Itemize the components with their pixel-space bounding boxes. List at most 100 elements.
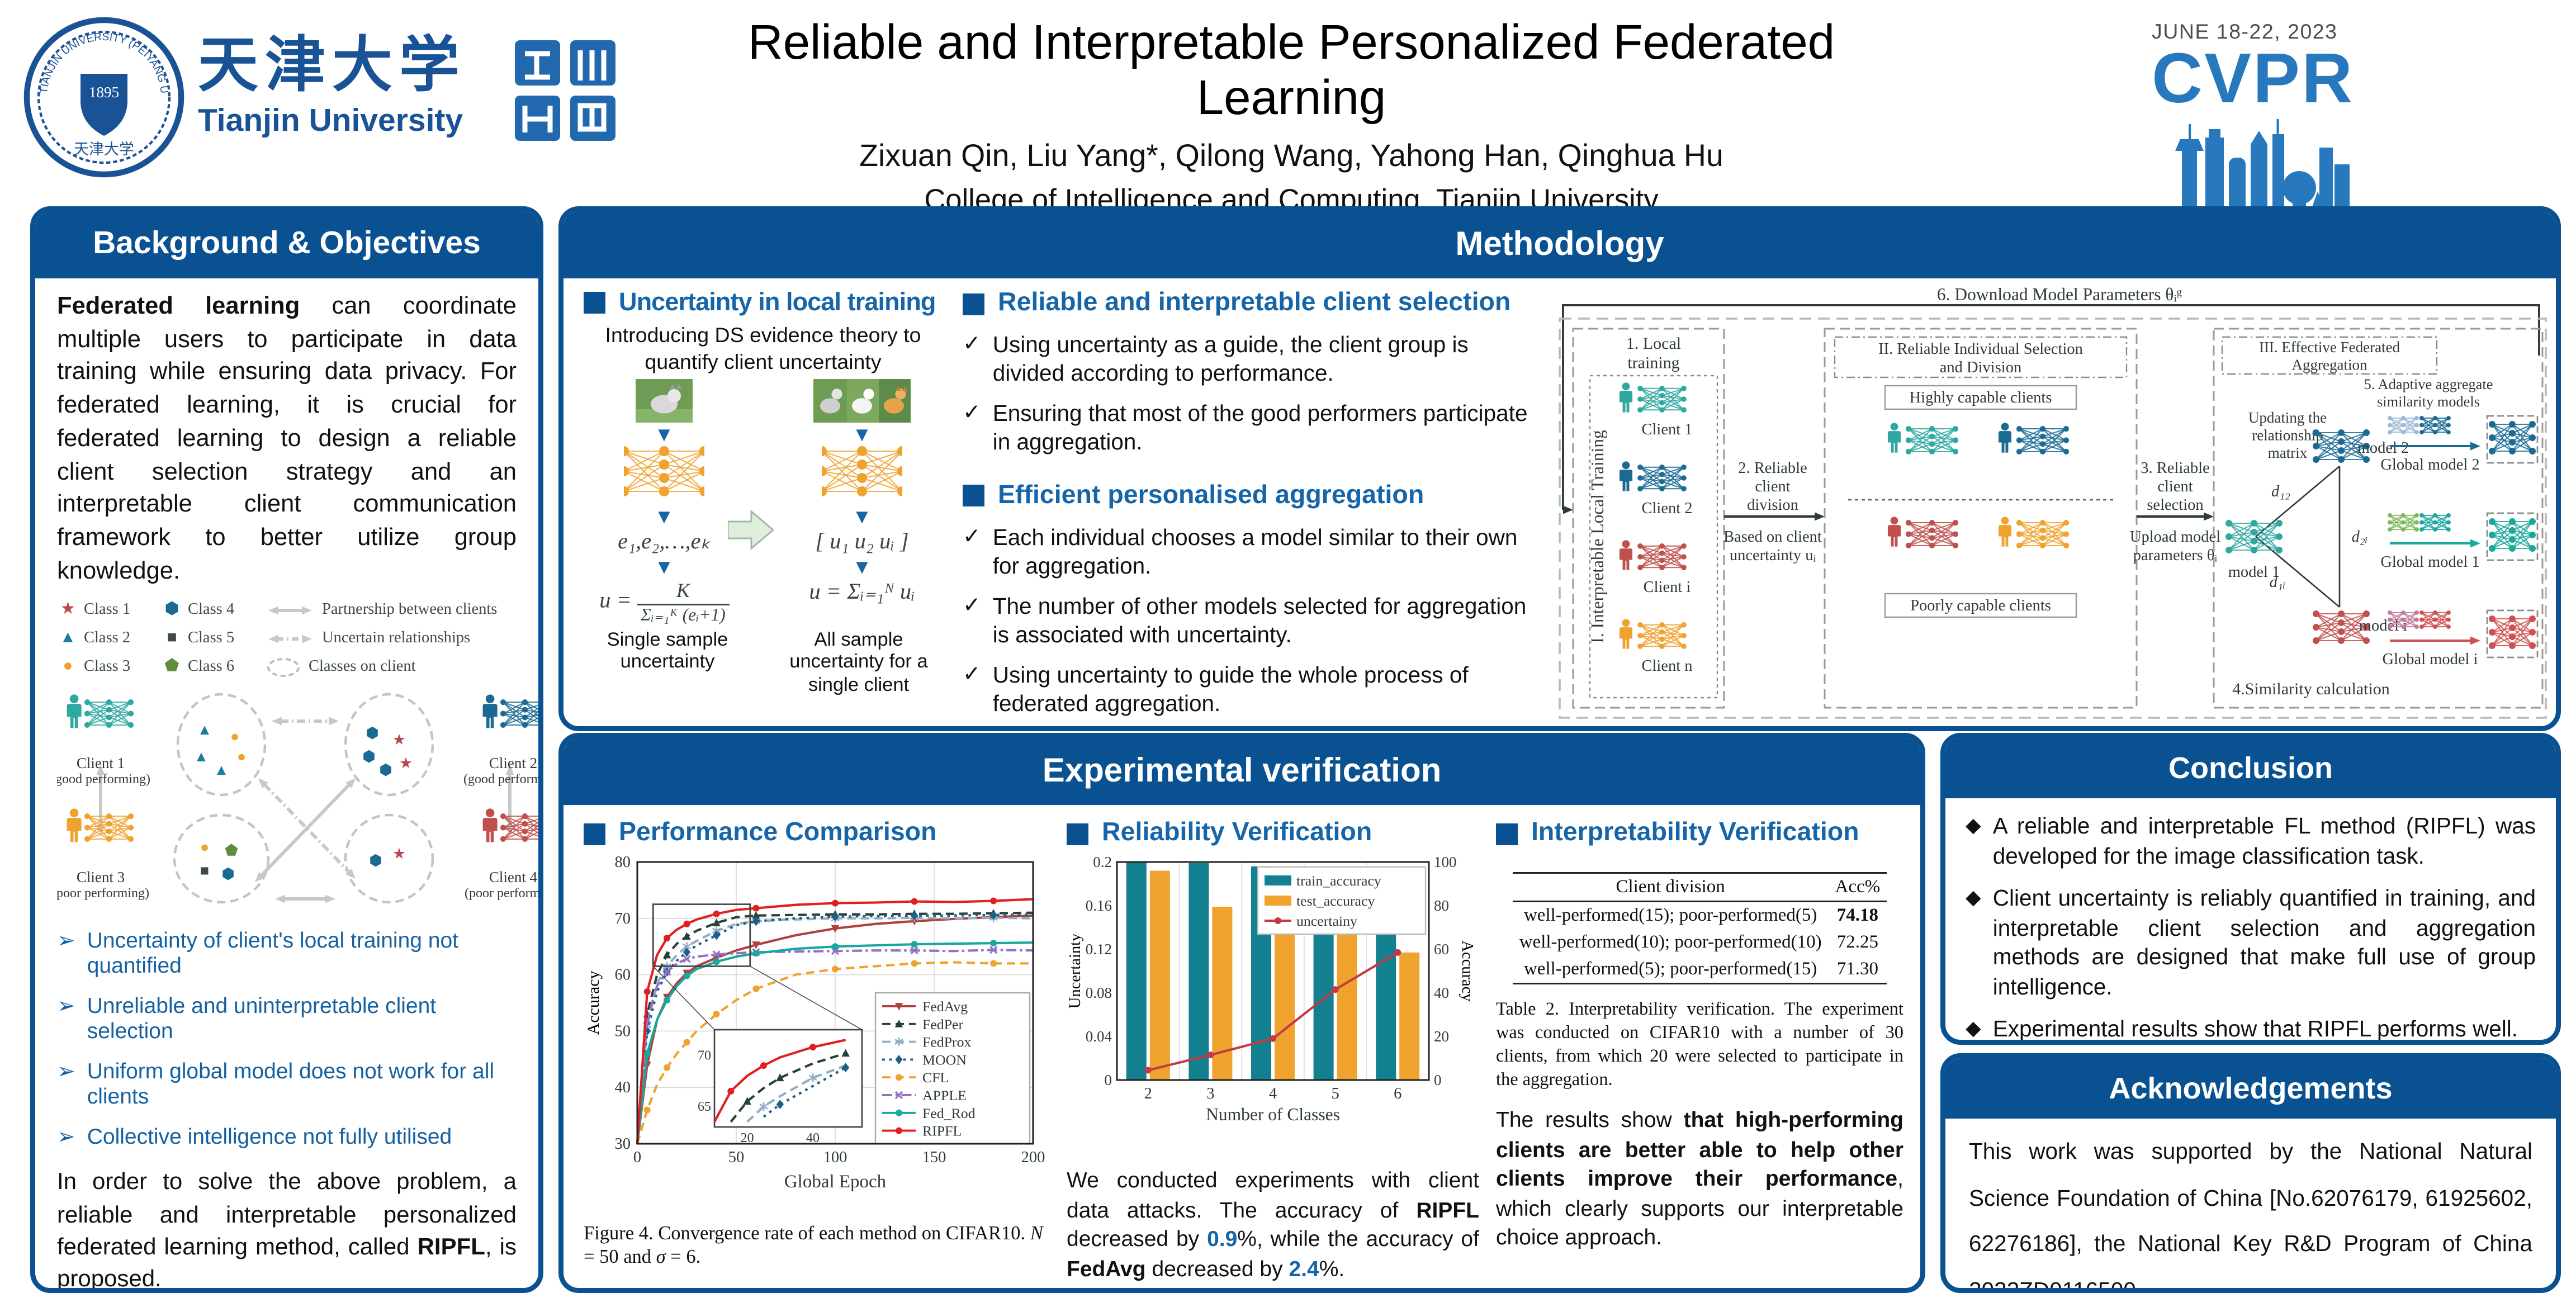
diagram-label: selection — [2147, 496, 2203, 514]
diagram-label: 3. Reliable — [2141, 460, 2209, 477]
list-item: ➢ Collective intelligence not fully utili… — [57, 1124, 517, 1151]
list-item-label: Collective intelligence not fully utilis… — [87, 1124, 452, 1150]
diagram-label: Global model 2 — [2380, 456, 2479, 473]
pentagon-icon: ⬟ — [164, 658, 179, 677]
background-proposal: In order to solve the above problem, a r… — [57, 1166, 517, 1288]
nn-icon — [1905, 426, 1959, 454]
section-heading: Reliability Verification — [1067, 818, 1479, 849]
down-arrow-icon: ▼ — [654, 423, 674, 447]
nn-icon — [1905, 520, 1959, 548]
text-part: decreased by — [1067, 1226, 1208, 1252]
interpretability-note: The results show that high-performing cl… — [1496, 1105, 1903, 1252]
nn-icon — [2313, 610, 2370, 644]
bar-test — [1337, 923, 1357, 1080]
class-shape: ⬢ — [379, 762, 392, 779]
text-part: %. — [1319, 1255, 1345, 1281]
relation-icon — [265, 602, 315, 619]
table-row: well-performed(15); poor-performed(5) 74.… — [1513, 902, 1887, 930]
section-heading-label: Performance Comparison — [619, 818, 937, 847]
section-heading: Performance Comparison — [584, 818, 1046, 849]
relation-icon — [265, 657, 302, 678]
svg-text:1895: 1895 — [89, 84, 119, 101]
fraction: K Σᵢ₌₁ᴷ (eᵢ+1) — [637, 579, 729, 626]
diagram-label: relationship — [2252, 427, 2323, 444]
bullet-icon: ◆ — [1966, 813, 1981, 837]
arrow — [505, 765, 514, 836]
legend-class: ⬟ Class 6 — [161, 658, 265, 676]
diagram-label: (good performing) — [463, 773, 543, 787]
diagram-label: 30 — [615, 1135, 631, 1153]
diagram-label: Client 2 — [1641, 500, 1692, 517]
fraction-numerator: K — [637, 579, 729, 606]
class-shape: ● — [230, 728, 239, 745]
circle-icon: ● — [63, 658, 73, 677]
diagram-label: FedPer — [922, 1016, 963, 1032]
nn-icon — [2016, 520, 2070, 548]
text-part: RIPFL — [417, 1233, 485, 1260]
text-part: Figure 4. Convergence rate of each metho… — [584, 1224, 1030, 1244]
tianjin-university-seal: TIANJIN UNIVERSITY (PEIYANG UNIVERSITY) … — [23, 17, 184, 178]
pipeline-labels: Single sample uncertainty All sample unc… — [584, 631, 943, 698]
bullet-icon: ✓ — [963, 661, 981, 686]
class-shape: ▲ — [194, 749, 209, 765]
triangle-icon: ▲ — [59, 629, 77, 648]
diagram-label: client — [2157, 478, 2193, 495]
panel-acknowledgements-title: Acknowledgements — [1945, 1058, 2556, 1119]
diagram-label: test_accuracy — [1296, 893, 1375, 909]
bullet-icon: ✓ — [963, 399, 981, 425]
section-heading-label: Uncertainty in local training — [619, 288, 936, 317]
dog-photo — [636, 379, 693, 423]
diagram-label: matrix — [2268, 444, 2308, 461]
diagram-label: 60 — [615, 967, 631, 984]
diagram-label: 65 — [698, 1100, 711, 1114]
list-item: ✓ Using uncertainty as a guide, the clien… — [963, 330, 1546, 388]
diagram-label: MOON — [922, 1052, 967, 1068]
arrow — [272, 717, 339, 726]
diagram-label: APPLE — [922, 1087, 967, 1103]
bar-test — [1275, 915, 1295, 1080]
legend-class: ⬢ Class 4 — [161, 601, 265, 619]
selection-checklist: ✓ Using uncertainty as a guide, the clien… — [963, 330, 1546, 457]
diagram-label: Upload model — [2130, 528, 2220, 546]
list-item: ◆ Experimental results show that RIPFL pe… — [1966, 1015, 2536, 1040]
person-icon — [1619, 619, 1633, 649]
bullet-icon: ◆ — [1966, 885, 1981, 910]
y-axis-left-label: Uncertainty — [1067, 933, 1084, 1008]
diagram-label: FedAvg — [922, 998, 968, 1015]
bar-test — [1149, 870, 1170, 1080]
vancouver-skyline-icon — [2168, 119, 2353, 216]
diagram-label: Aggregation — [2292, 357, 2367, 373]
series-FedProx — [746, 1064, 846, 1123]
diagram-label: uncertainty uᵢ — [1730, 547, 1816, 564]
arrow — [2390, 539, 2480, 548]
person-icon — [67, 809, 82, 843]
series-CFL — [636, 960, 1033, 1144]
reliability-verification-column: Reliability Verification 2 3 4 5 6 0 0.04 0.08 0… — [1067, 818, 1479, 1283]
legend-class: ● Class 3 — [57, 658, 161, 676]
nn-icon — [84, 814, 134, 843]
evidence-formula: e₁,e₂,…,eₖ — [618, 528, 711, 554]
all-sample-pipeline: ▼ ▼ [ u₁ u₂ uᵢ ] ▼ u = Σᵢ₌₁ᴺ uᵢ — [782, 379, 943, 626]
background-body: Federated learning can coordinate multip… — [35, 278, 538, 1288]
class-shape: ⬢ — [366, 725, 379, 742]
diagram-label: 5 — [1331, 1085, 1339, 1102]
nn-icon — [1637, 386, 1687, 413]
square-bullet-icon — [1496, 822, 1518, 845]
arrow — [1724, 512, 1825, 521]
nn-icon — [2489, 421, 2536, 454]
svg-text:天津大学: 天津大学 — [74, 141, 134, 158]
panel-conclusion: Conclusion ◆ A reliable and interpretable… — [1940, 733, 2561, 1045]
diagram-label: Updating the — [2248, 409, 2327, 426]
arrow — [1563, 505, 1573, 514]
arrow — [2137, 512, 2214, 521]
text-part: RIPFL — [1416, 1196, 1479, 1222]
diagram-label: client — [1755, 478, 1790, 495]
background-intro: Federated learning can coordinate multip… — [57, 292, 517, 589]
diagram-label: 2 — [1144, 1085, 1152, 1102]
section-heading: Uncertainty in local training — [584, 288, 943, 317]
nn-icon — [84, 700, 134, 729]
class-shape: ⬢ — [221, 866, 235, 883]
class-shape: ● — [200, 839, 209, 856]
diagram-label: Number of Classes — [1206, 1105, 1340, 1124]
